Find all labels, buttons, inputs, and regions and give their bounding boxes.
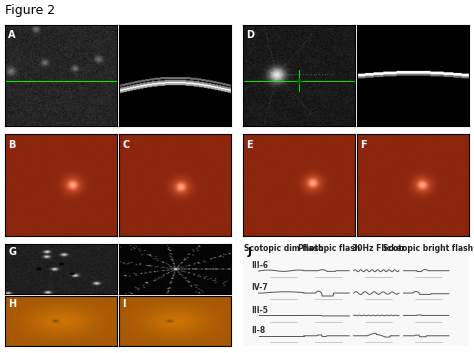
Text: J: J — [247, 247, 251, 257]
Text: G: G — [8, 247, 16, 257]
Text: Photopic flash: Photopic flash — [298, 244, 360, 253]
Text: A: A — [8, 30, 16, 40]
Text: IV-7: IV-7 — [252, 283, 268, 293]
Text: Figure 2: Figure 2 — [5, 4, 55, 17]
Text: III-5: III-5 — [252, 306, 269, 315]
Text: Scotopic dim flash: Scotopic dim flash — [244, 244, 323, 253]
Text: H: H — [8, 299, 16, 309]
Text: C: C — [122, 139, 130, 150]
Text: F: F — [360, 139, 367, 150]
Text: D: D — [246, 30, 254, 40]
Text: Scotopic bright flash: Scotopic bright flash — [383, 244, 474, 253]
Text: 30Hz Flicker: 30Hz Flicker — [352, 244, 405, 253]
Text: E: E — [246, 139, 253, 150]
Text: II-8: II-8 — [252, 326, 266, 335]
Text: III-6: III-6 — [252, 261, 269, 270]
Text: B: B — [8, 139, 16, 150]
Text: I: I — [122, 299, 126, 309]
